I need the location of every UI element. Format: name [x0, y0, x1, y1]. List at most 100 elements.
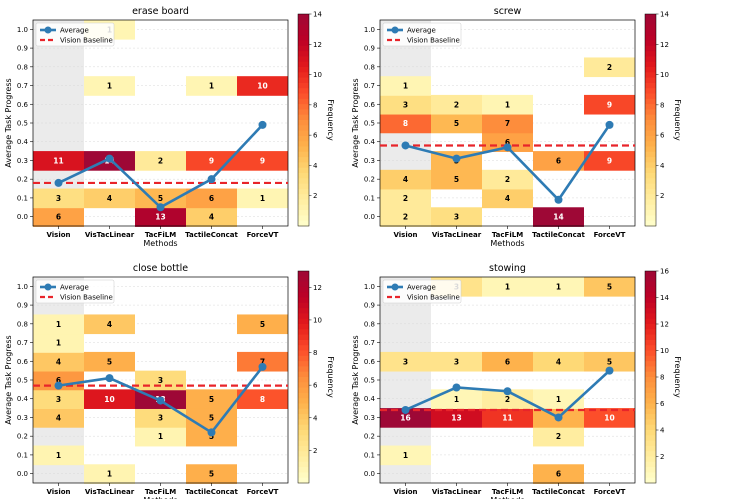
colorbar-segment	[298, 302, 309, 309]
heatmap-cell	[237, 76, 288, 96]
colorbar-tick-label: 6	[660, 400, 665, 408]
cell-count-label: 2	[505, 395, 510, 404]
y-tick-label: 0.7	[17, 82, 28, 90]
colorbar-tick-label: 8	[660, 101, 664, 109]
cell-count-label: 5	[454, 119, 459, 128]
heatmap-cell	[482, 132, 533, 152]
colorbar-tick-label: 12	[660, 321, 669, 329]
y-tick-label: 0.5	[364, 377, 375, 385]
y-tick-label: 0.3	[364, 157, 375, 165]
heatmap-cell	[482, 408, 533, 428]
colorbar-segment	[298, 430, 309, 436]
cell-count-label: 6	[505, 138, 510, 147]
colorbar-segment	[298, 173, 309, 179]
colorbar-segment	[298, 135, 309, 142]
colorbar-tick-label: 2	[313, 192, 317, 200]
heatmap-cell	[33, 389, 84, 409]
colorbar-label: Frequency	[326, 356, 335, 398]
colorbar-segment	[298, 334, 309, 341]
heatmap-cell	[33, 207, 84, 227]
cell-count-label: 1	[505, 100, 510, 109]
colorbar-segment	[645, 467, 656, 473]
colorbar-segment	[298, 276, 309, 282]
colorbar-segment	[298, 324, 309, 330]
x-tick-label: TactileConcat	[185, 488, 238, 496]
average-point	[258, 362, 267, 371]
x-tick-label: VisTacLinear	[432, 231, 482, 239]
cell-count-label: 1	[56, 320, 61, 329]
colorbar-tick-label: 14	[660, 11, 669, 19]
heatmap-cell	[431, 408, 482, 428]
colorbar-segment	[645, 135, 656, 142]
colorbar-segment	[645, 271, 656, 277]
colorbar-segment	[645, 472, 656, 479]
colorbar-segment	[298, 467, 309, 473]
y-tick-label: 0.5	[17, 377, 28, 385]
cell-count-label: 4	[505, 194, 510, 203]
colorbar-segment	[298, 220, 309, 227]
cell-count-label: 2	[454, 100, 459, 109]
chart-title: erase board	[132, 6, 189, 17]
cell-count-label: 1	[403, 451, 408, 460]
colorbar-segment	[645, 104, 656, 110]
colorbar-segment	[298, 45, 309, 52]
y-tick-label: 0.1	[17, 194, 28, 202]
colorbar-tick-label: 2	[660, 192, 664, 200]
average-point	[207, 175, 216, 184]
y-tick-label: 0.4	[17, 395, 29, 403]
cell-count-label: 3	[56, 194, 61, 203]
colorbar-segment	[645, 302, 656, 309]
legend-baseline-label: Vision Baseline	[60, 294, 113, 302]
colorbar-segment	[645, 329, 656, 335]
cell-count-label: 11	[502, 414, 512, 423]
colorbar-tick-label: 12	[313, 284, 322, 292]
y-tick-label: 0.1	[17, 451, 28, 459]
colorbar-tick-label: 2	[313, 447, 317, 455]
heatmap-cell	[584, 351, 635, 372]
cell-count-label: 4	[56, 414, 61, 423]
colorbar-segment	[298, 67, 309, 73]
colorbar-tick-label: 14	[660, 294, 669, 302]
y-tick-label: 0.8	[364, 63, 375, 71]
heatmap-cell	[482, 113, 533, 134]
cell-count-label: 10	[257, 82, 267, 91]
heatmap-cell	[482, 169, 533, 190]
colorbar-segment	[645, 24, 656, 31]
colorbar-tick-label: 12	[313, 41, 322, 49]
y-tick-label: 0.0	[364, 470, 375, 478]
colorbar-segment	[298, 146, 309, 153]
legend-average-marker	[44, 26, 52, 34]
colorbar-segment	[298, 77, 309, 84]
heatmap-cell	[380, 94, 431, 115]
colorbar-tick-label: 8	[313, 349, 317, 357]
average-point	[554, 413, 563, 422]
colorbar-segment	[645, 29, 656, 36]
colorbar-segment	[298, 114, 309, 121]
heatmap-cell	[237, 188, 288, 209]
colorbar-tick-label: 10	[660, 71, 669, 79]
heatmap-cell	[33, 188, 84, 209]
colorbar-segment	[298, 109, 309, 116]
colorbar-tick-label: 10	[313, 71, 322, 79]
colorbar-segment	[645, 371, 656, 378]
y-tick-label: 1.0	[364, 26, 375, 34]
colorbar-tick-label: 6	[313, 132, 318, 140]
colorbar-segment	[298, 398, 309, 404]
heatmap-cell	[237, 351, 288, 372]
colorbar-tick-label: 8	[660, 374, 664, 382]
chart-title: close bottle	[133, 263, 188, 274]
heatmap-cell	[186, 464, 237, 484]
colorbar-segment	[645, 308, 656, 314]
colorbar-segment	[298, 24, 309, 31]
colorbar-segment	[298, 61, 309, 68]
average-point	[554, 195, 563, 204]
heatmap-cell	[584, 408, 635, 428]
heatmap-cell	[84, 188, 135, 209]
cell-count-label: 13	[451, 414, 461, 423]
x-tick-label: Vision	[46, 488, 70, 496]
heatmap-cell	[186, 408, 237, 428]
cell-count-label: 3	[158, 376, 163, 385]
colorbar-segment	[298, 414, 309, 420]
colorbar-segment	[298, 151, 309, 158]
x-tick-label: ForceVT	[594, 488, 626, 496]
